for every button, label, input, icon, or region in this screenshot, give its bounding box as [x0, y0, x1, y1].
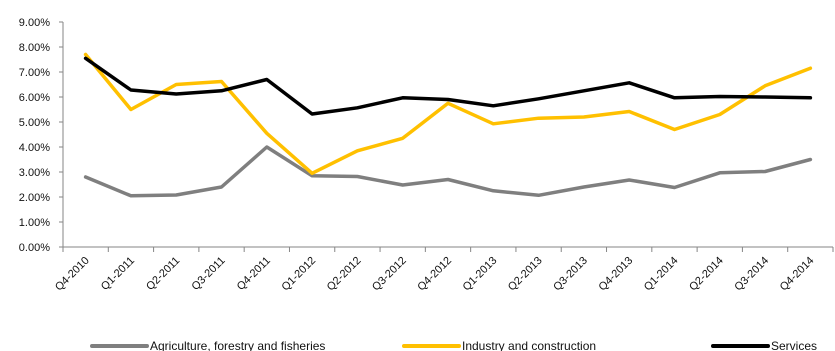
x-tick-label: Q4-2014: [778, 255, 817, 294]
x-tick-label: Q1-2014: [642, 255, 681, 294]
y-tick-label: 9.00%: [19, 17, 50, 29]
series-lines: [83, 52, 813, 198]
x-tick-label: Q1-2012: [279, 255, 318, 294]
x-tick-label: Q4-2012: [415, 255, 454, 294]
x-tick-label: Q1-2011: [99, 255, 137, 293]
y-tick-label: 2.00%: [19, 192, 50, 204]
y-tick-label: 0.00%: [19, 242, 50, 254]
x-tick-label: Q2-2014: [687, 255, 726, 294]
x-tick-label: Q2-2013: [506, 255, 545, 294]
x-tick-label: Q2-2012: [325, 255, 364, 294]
y-tick-label: 1.00%: [19, 217, 50, 229]
legend-label-1: Agriculture, forestry and fisheries: [150, 339, 325, 351]
axes: [62, 22, 833, 248]
y-tick-label: 4.00%: [19, 142, 50, 154]
x-tick-label: Q3-2012: [370, 255, 409, 294]
legend: Agriculture, forestry and fisheries Indus…: [90, 339, 817, 351]
y-axis-ticks: 0.00% 1.00% 2.00% 3.00% 4.00% 5.00% 6.00% 7.00%…: [19, 17, 63, 254]
y-tick-label: 5.00%: [19, 117, 50, 129]
x-tick-label: Q4-2013: [597, 255, 636, 294]
y-tick-label: 8.00%: [19, 42, 50, 54]
y-tick-label: 6.00%: [19, 92, 50, 104]
x-tick-label: Q3-2013: [551, 255, 590, 294]
y-tick-label: 3.00%: [19, 167, 50, 179]
series-line-2: [83, 52, 813, 176]
series-line-3: [83, 56, 813, 116]
x-tick-label: Q1-2013: [461, 255, 500, 294]
x-tick-label: Q4-2010: [53, 255, 92, 294]
x-tick-label: Q3-2011: [189, 255, 227, 293]
x-axis-ticks: Q4-2010 Q1-2011 Q2-2011 Q3-2011 Q4-2011 Q1-20…: [53, 247, 834, 294]
legend-label-3: Services: [771, 339, 817, 351]
x-tick-label: Q3-2014: [732, 255, 771, 294]
x-tick-label: Q2-2011: [144, 255, 182, 293]
series-line-1: [83, 145, 813, 198]
x-tick-label: Q4-2011: [235, 255, 273, 293]
y-tick-label: 7.00%: [19, 67, 50, 79]
legend-label-2: Industry and construction: [462, 339, 596, 351]
